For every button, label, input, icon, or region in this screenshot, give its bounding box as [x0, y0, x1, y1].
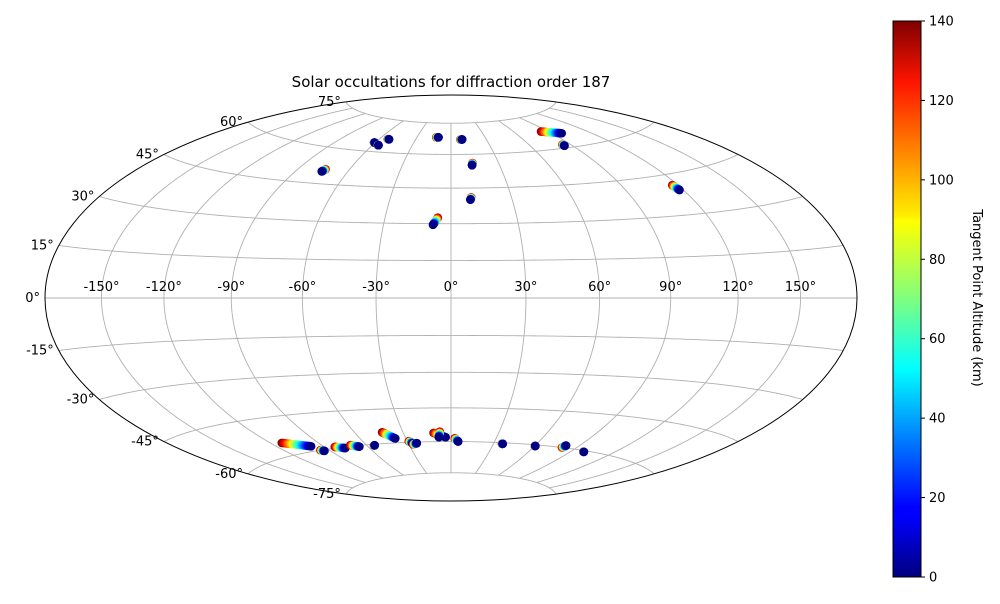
- occultation-track: [497, 439, 507, 449]
- colorbar-gradient: [892, 20, 922, 578]
- occultation-point: [561, 441, 571, 450]
- occultation-track: [450, 433, 463, 446]
- occultation-point: [355, 442, 364, 451]
- colorbar-ticks: 0 20 40 60 80 100 120 140: [921, 15, 954, 586]
- colorbar-tick-label: 20: [929, 491, 946, 506]
- grid-meridian: [163, 113, 366, 483]
- occultation-point: [428, 220, 438, 230]
- grid-meridian: [474, 122, 527, 474]
- lon-tick-label: -90°: [217, 280, 245, 295]
- colorbar-tick-label: 80: [929, 253, 946, 268]
- map-boundary: [44, 94, 858, 502]
- occultation-track: [667, 180, 684, 195]
- occultation-track: [277, 438, 316, 451]
- occultation-track: [467, 158, 477, 170]
- chart-title: Solar occultations for diffraction order…: [292, 73, 611, 91]
- occultation-track: [466, 193, 476, 205]
- occultation-track: [557, 441, 571, 452]
- occultation-point: [557, 128, 567, 138]
- lat-tick-label: -15°: [26, 344, 54, 359]
- occultation-point: [320, 446, 329, 456]
- occultation-point: [675, 185, 684, 195]
- occultation-point: [560, 141, 569, 150]
- occultation-track: [428, 213, 443, 230]
- occultation-track: [536, 127, 567, 138]
- occultation-point: [374, 140, 383, 150]
- occultation-track: [369, 441, 379, 450]
- lat-tick-label: -60°: [215, 467, 243, 482]
- lat-tick-label: 15°: [31, 239, 54, 254]
- graticule: [44, 94, 858, 502]
- occultation-point: [434, 133, 443, 142]
- occultation-point: [467, 160, 477, 170]
- occultation-track: [373, 140, 383, 150]
- lon-tick-label: -60°: [289, 280, 317, 295]
- lat-tick-label: 45°: [136, 148, 159, 163]
- occultation-point: [306, 442, 316, 451]
- occultation-point: [457, 135, 467, 144]
- occultation-track: [346, 440, 364, 451]
- grid-meridian: [101, 107, 353, 489]
- occultation-track: [330, 442, 350, 453]
- occultation-track: [432, 133, 443, 142]
- lat-tick-label: 60°: [220, 115, 243, 130]
- occultation-track: [558, 140, 569, 150]
- occultation-point: [434, 432, 444, 442]
- lon-tick-label: 30°: [514, 280, 537, 295]
- lon-tick-label: 60°: [588, 280, 611, 295]
- lon-tick-label: -150°: [83, 280, 119, 295]
- lat-tick-label: 75°: [318, 95, 341, 110]
- grid-meridian: [536, 113, 739, 483]
- colorbar-tick-label: 100: [929, 173, 954, 188]
- grid-meridian: [230, 117, 383, 479]
- colorbar: 0 20 40 60 80 100 120 140 Tangent Point Altitud…: [892, 15, 984, 586]
- lon-tick-label: -120°: [146, 280, 182, 295]
- occultation-track: [408, 438, 422, 449]
- colorbar-tick-label: 60: [929, 332, 946, 347]
- lon-tick-label: 90°: [659, 280, 682, 295]
- lon-tick-label: 150°: [785, 280, 816, 295]
- colorbar-label: Tangent Point Altitude (km): [969, 208, 984, 386]
- grid-meridian: [519, 117, 672, 479]
- lat-tick-label: -45°: [131, 435, 159, 450]
- occultation-track: [383, 134, 394, 144]
- grid-meridian: [498, 120, 601, 476]
- occultation-points: [277, 127, 684, 457]
- grid-meridian: [549, 107, 801, 489]
- lon-tick-label: 120°: [722, 280, 753, 295]
- grid-meridian: [375, 122, 428, 474]
- occultation-track: [377, 427, 400, 443]
- colorbar-tick-label: 140: [929, 15, 954, 30]
- occultation-point: [453, 437, 463, 446]
- lat-tick-label: 0°: [25, 291, 40, 306]
- occultation-point: [579, 447, 589, 457]
- occultation-track: [530, 441, 540, 451]
- colorbar-tick-label: 0: [929, 571, 937, 586]
- lon-tick-label: 0°: [444, 280, 459, 295]
- colorbar-tick-label: 40: [929, 412, 946, 427]
- occultation-track: [316, 445, 329, 456]
- lat-tick-label: -75°: [313, 487, 341, 502]
- occultation-track: [579, 447, 589, 457]
- occultation-point: [412, 438, 422, 448]
- occultation-point: [391, 434, 400, 443]
- tick-labels: -150° -120° -90° -60° -30° 0° 30° 60° 90° 120° 150…: [25, 95, 816, 502]
- lat-tick-label: -30°: [67, 393, 95, 408]
- occultation-track: [456, 135, 467, 144]
- lat-tick-label: 30°: [71, 190, 94, 205]
- occultation-point: [498, 439, 507, 449]
- grid-meridian: [301, 120, 404, 476]
- occultation-track: [317, 165, 330, 176]
- occultation-point: [370, 441, 379, 450]
- lon-tick-label: -30°: [362, 280, 390, 295]
- occultation-point: [466, 195, 475, 205]
- occultation-point: [531, 441, 540, 451]
- colorbar-tick-label: 120: [929, 94, 954, 109]
- occultation-track: [434, 427, 445, 442]
- occultation-point: [384, 135, 394, 144]
- occultation-point: [317, 167, 327, 176]
